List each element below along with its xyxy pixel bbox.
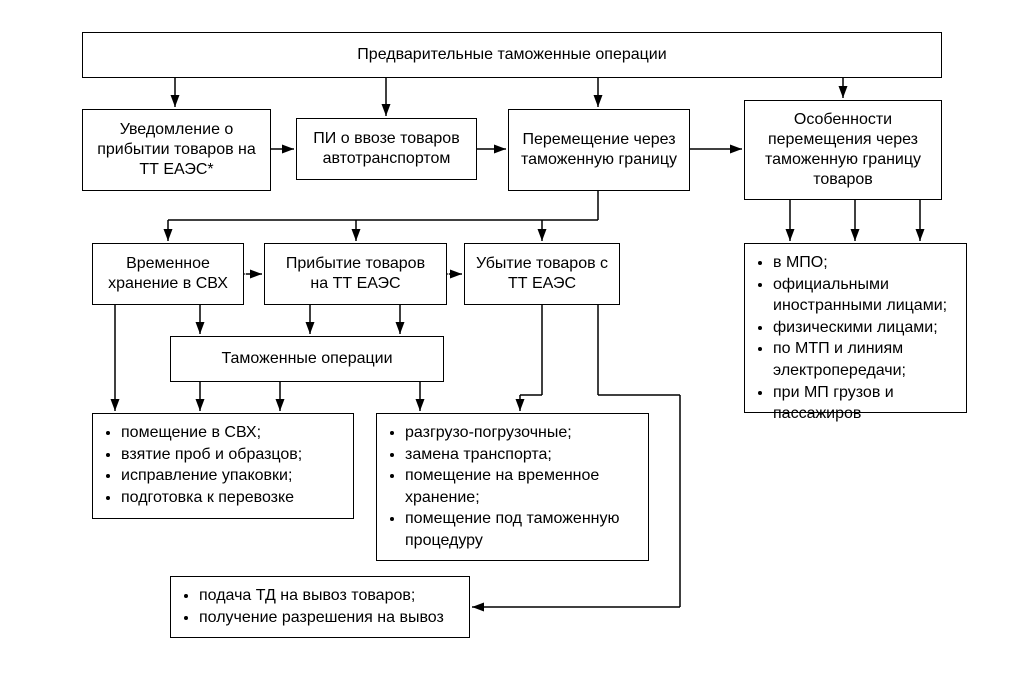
- node-move: Перемещение через таможенную границу: [508, 109, 690, 191]
- node-depart: Убытие товаров с ТТ ЕАЭС: [464, 243, 620, 305]
- node-features-text: Особенности перемещения через таможенную…: [755, 110, 931, 190]
- list-item: взятие проб и образцов;: [121, 444, 339, 466]
- node-title-text: Предварительные таможенные операции: [357, 45, 666, 65]
- node-move-text: Перемещение через таможенную границу: [519, 130, 679, 170]
- list-item: замена транспорта;: [405, 444, 634, 466]
- node-pi: ПИ о ввозе товаров автотранспортом: [296, 118, 477, 180]
- node-arrive-text: Прибытие товаров на ТТ ЕАЭС: [275, 254, 436, 294]
- list4-ul: в МПО; официальными иностранными лицами;…: [755, 252, 952, 425]
- list2-ul: разгрузо-погрузочные; замена транспорта;…: [387, 422, 634, 552]
- node-depart-text: Убытие товаров с ТТ ЕАЭС: [475, 254, 609, 294]
- list-item: получение разрешения на вывоз: [199, 607, 455, 629]
- node-list4: в МПО; официальными иностранными лицами;…: [744, 243, 967, 413]
- list-item: помещение на временное хранение;: [405, 465, 634, 508]
- list-item: физическими лицами;: [773, 317, 952, 339]
- list1-ul: помещение в СВХ; взятие проб и образцов;…: [103, 422, 339, 508]
- list-item: помещение в СВХ;: [121, 422, 339, 444]
- node-ops: Таможенные операции: [170, 336, 444, 382]
- node-pi-text: ПИ о ввозе товаров автотранспортом: [307, 129, 466, 169]
- list-item: при МП грузов и пассажиров: [773, 382, 952, 425]
- node-list2: разгрузо-погрузочные; замена транспорта;…: [376, 413, 649, 561]
- list-item: подготовка к перевозке: [121, 487, 339, 509]
- list3-ul: подача ТД на вывоз товаров; получение ра…: [181, 585, 455, 628]
- list-item: помещение под таможенную процедуру: [405, 508, 634, 551]
- list-item: по МТП и линиям электропередачи;: [773, 338, 952, 381]
- node-features: Особенности перемещения через таможенную…: [744, 100, 942, 200]
- node-title: Предварительные таможенные операции: [82, 32, 942, 78]
- node-notify-text: Уведомление о прибытии товаров на ТТ ЕАЭ…: [93, 120, 260, 180]
- node-notify: Уведомление о прибытии товаров на ТТ ЕАЭ…: [82, 109, 271, 191]
- list-item: в МПО;: [773, 252, 952, 274]
- node-list3: подача ТД на вывоз товаров; получение ра…: [170, 576, 470, 638]
- list-item: официальными иностранными лицами;: [773, 274, 952, 317]
- node-svh-text: Временное хранение в СВХ: [103, 254, 233, 294]
- list-item: подача ТД на вывоз товаров;: [199, 585, 455, 607]
- node-list1: помещение в СВХ; взятие проб и образцов;…: [92, 413, 354, 519]
- node-svh: Временное хранение в СВХ: [92, 243, 244, 305]
- node-ops-text: Таможенные операции: [221, 349, 392, 369]
- flowchart-canvas: Предварительные таможенные операции Увед…: [0, 0, 1024, 682]
- list-item: разгрузо-погрузочные;: [405, 422, 634, 444]
- list-item: исправление упаковки;: [121, 465, 339, 487]
- node-arrive: Прибытие товаров на ТТ ЕАЭС: [264, 243, 447, 305]
